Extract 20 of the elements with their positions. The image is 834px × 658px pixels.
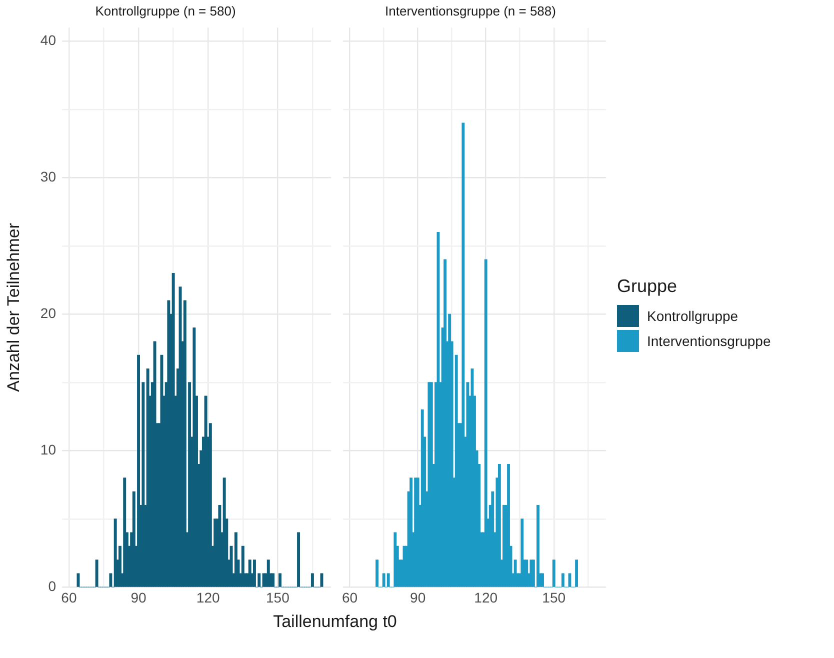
y-tick-label: 30 — [40, 168, 56, 185]
x-tick-label: 90 — [130, 589, 147, 606]
legend-label: Kontrollgruppe — [647, 308, 738, 324]
x-tick-label: 150 — [266, 589, 290, 606]
y-axis-title: Anzahl der Teilnehmer — [4, 222, 23, 392]
y-tick-label: 0 — [48, 578, 56, 594]
x-tick-label: 90 — [410, 589, 426, 606]
x-tick-label: 120 — [474, 589, 498, 606]
chart-title: Interventionsgruppe (n = 588) — [385, 3, 556, 18]
x-tick-label: 60 — [342, 589, 358, 606]
x-tick-label: 150 — [542, 589, 566, 606]
legend-title: Gruppe — [617, 276, 678, 297]
x-axis-title: Taillenumfang t0 — [272, 612, 398, 632]
chart-title: Kontrollgruppe (n = 580) — [95, 3, 236, 18]
x-tick-label: 120 — [196, 589, 220, 606]
y-tick-label: 10 — [40, 442, 56, 458]
x-tick-label: 60 — [61, 589, 77, 606]
y-tick-label: 40 — [40, 32, 56, 48]
y-tick-label: 20 — [40, 305, 56, 322]
legend-label: Interventionsgruppe — [647, 332, 771, 348]
